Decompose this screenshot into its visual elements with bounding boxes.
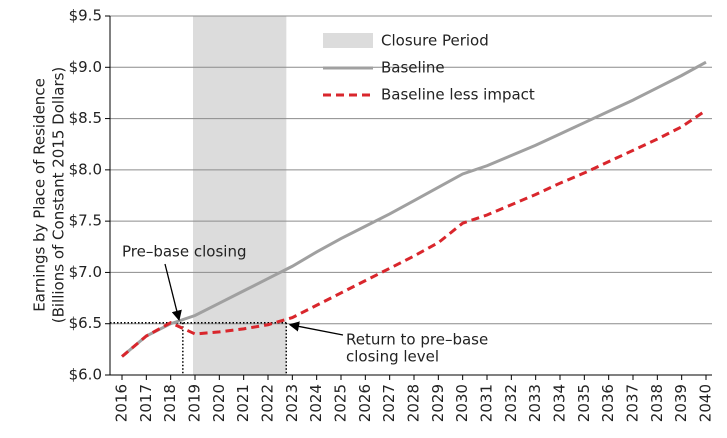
y-tick-label: $7.0 [69,263,102,281]
legend-label: Closure Period [381,32,489,50]
x-tick-label: 2029 [429,384,447,422]
y-axis-label: (Billions of Constant 2015 Dollars) [50,67,68,324]
x-tick-label: 2016 [113,384,131,422]
x-tick-label: 2035 [575,384,593,422]
y-tick-label: $8.0 [69,160,102,178]
x-tick-label: 2020 [210,384,228,422]
x-tick-label: 2030 [453,384,471,422]
x-tick-label: 2040 [697,384,715,422]
y-tick-label: $7.5 [69,212,102,230]
series-line [121,60,707,358]
legend-swatch [323,33,373,48]
x-tick-label: 2039 [672,384,690,422]
x-tick-label: 2026 [356,384,374,422]
legend-label: Baseline less impact [381,86,535,104]
annotation-arrow [288,321,344,336]
x-tick-label: 2034 [551,384,569,422]
x-tick-label: 2027 [380,384,398,422]
legend-label: Baseline [381,59,445,77]
y-tick-label: $9.5 [69,7,102,25]
x-tick-label: 2036 [599,384,617,422]
annotation: closing level [346,348,439,366]
x-tick-label: 2033 [526,384,544,422]
y-tick-label: $6.5 [69,314,102,332]
x-tick-label: 2017 [137,384,155,422]
x-tick-label: 2037 [624,384,642,422]
closure-shade [193,16,287,375]
x-tick-label: 2018 [161,384,179,422]
y-tick-label: $8.5 [69,109,102,127]
annotation: Return to pre–base [346,331,488,349]
annotation: Pre–base closing [122,243,246,261]
x-tick-label: 2028 [405,384,423,422]
x-tick-label: 2031 [478,384,496,422]
series-line [121,109,707,358]
x-tick-label: 2023 [283,384,301,422]
x-tick-label: 2019 [186,384,204,422]
x-tick-label: 2038 [648,384,666,422]
annotation-arrow [164,263,182,321]
y-tick-label: $6.0 [69,366,102,384]
x-tick-label: 2032 [502,384,520,422]
x-tick-label: 2024 [307,384,325,422]
x-tick-label: 2025 [332,384,350,422]
y-tick-label: $9.0 [69,58,102,76]
x-tick-label: 2021 [234,384,252,422]
y-axis-label: Earnings by Place of Residence [31,78,49,312]
x-tick-label: 2022 [259,384,277,422]
